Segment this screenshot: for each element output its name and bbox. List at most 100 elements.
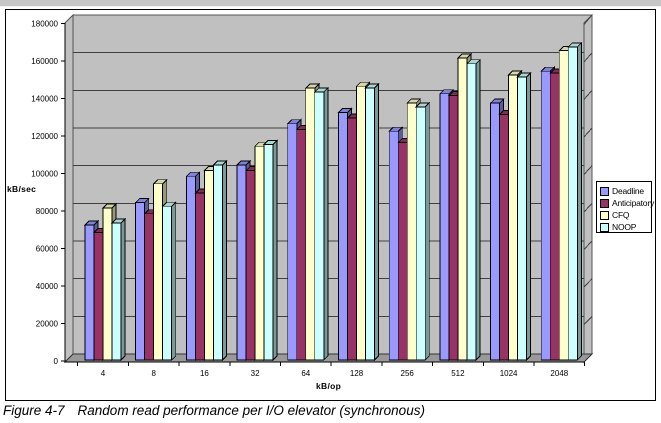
legend-label-deadline: Deadline — [612, 186, 644, 196]
bar-anticipatory-16 — [194, 192, 205, 361]
y-axis-title: kB/sec — [7, 184, 37, 194]
chart-legend: Deadline Anticipatory CFQ NOOP — [596, 181, 655, 233]
gridline-right-wall-stub — [583, 278, 593, 288]
gridline-right-wall-stub — [583, 14, 593, 25]
y-tick-label: 80000 — [36, 207, 59, 216]
bar-noop-64-side — [323, 86, 329, 362]
legend-swatch-noop — [600, 222, 609, 232]
bar-cfq-16 — [203, 170, 214, 361]
bar-anticipatory-64 — [296, 128, 307, 361]
gridline-right-wall-stub — [583, 315, 593, 325]
x-tick-label: 64 — [301, 369, 310, 378]
gridline-right-wall-stub — [583, 52, 593, 63]
y-tick-label: 0 — [54, 357, 59, 366]
bar-anticipatory-1024 — [499, 113, 510, 361]
bar-noop-16-side — [221, 159, 227, 362]
x-tick-label: 16 — [200, 369, 209, 378]
bar-cfq-512 — [457, 57, 468, 361]
bar-noop-512 — [466, 63, 477, 361]
bar-deadline-512 — [439, 93, 450, 361]
bar-deadline-128 — [338, 112, 348, 361]
y-tick-label: 100000 — [31, 170, 58, 179]
legend-item-noop: NOOP — [600, 221, 651, 233]
legend-item-anticipatory: Anticipatory — [600, 197, 655, 209]
bar-noop-128 — [365, 87, 375, 361]
x-tick-label: 8 — [151, 369, 156, 378]
x-tick-label: 1024 — [500, 369, 518, 378]
bar-anticipatory-128 — [347, 117, 357, 361]
gridline-right-wall-stub — [583, 165, 593, 175]
legend-swatch-deadline — [600, 186, 609, 196]
bar-noop-32-side — [272, 139, 278, 362]
y-tick-label: 160000 — [31, 57, 58, 66]
gridline-right-wall-stub — [583, 127, 593, 138]
page-top-strip — [0, 0, 661, 7]
y-tick-label: 120000 — [31, 132, 58, 141]
x-tick-label: 512 — [451, 369, 465, 378]
bar-cfq-64 — [305, 87, 316, 361]
bar-noop-128-side — [374, 83, 379, 362]
bar-cfq-128 — [356, 85, 366, 361]
bar-deadline-8 — [135, 202, 146, 361]
bar-cfq-4 — [102, 207, 113, 361]
bar-deadline-2048 — [540, 70, 551, 361]
legend-label-noop: NOOP — [612, 222, 637, 232]
x-tick-label: 256 — [401, 369, 415, 378]
figure-caption: Figure 4-7 Random read performance per I/… — [3, 403, 425, 418]
bar-noop-32 — [263, 143, 274, 361]
bar-noop-8 — [162, 205, 173, 361]
y-tick-label: 180000 — [31, 20, 58, 29]
bar-deadline-16 — [185, 175, 196, 361]
legend-item-cfq: CFQ — [600, 209, 651, 221]
x-tick-label: 2048 — [550, 369, 568, 378]
y-tick-label: 20000 — [36, 320, 59, 329]
bar-noop-2048 — [567, 46, 578, 361]
figure-caption-number: Figure 4-7 — [3, 403, 65, 418]
bar-anticipatory-2048 — [549, 72, 560, 361]
bar-noop-2048-side — [576, 41, 582, 362]
bar-anticipatory-4 — [93, 232, 104, 361]
gridline-right-wall-stub — [583, 90, 593, 100]
bar-deadline-256 — [388, 130, 399, 361]
x-tick-label: 4 — [101, 369, 106, 378]
bar-noop-256 — [415, 106, 426, 361]
bar-deadline-32 — [236, 164, 247, 361]
y-tick-label: 40000 — [36, 282, 59, 291]
plot-right-wall — [583, 13, 593, 364]
y-tick-label: 60000 — [36, 245, 59, 254]
bar-noop-1024 — [517, 76, 528, 361]
x-axis-title: kB/op — [316, 381, 342, 391]
y-tick-label: 140000 — [31, 95, 58, 104]
bar-noop-64 — [314, 91, 325, 361]
gridline-right-wall-stub — [583, 240, 593, 250]
bar-anticipatory-512 — [448, 95, 459, 361]
bar-cfq-1024 — [508, 74, 519, 361]
bar-deadline-4 — [84, 224, 95, 361]
legend-label-cfq: CFQ — [612, 210, 630, 220]
bar-cfq-256 — [406, 102, 417, 361]
figure-caption-text: Random read performance per I/O elevator… — [77, 403, 425, 418]
bar-noop-256-side — [424, 101, 430, 362]
bar-deadline-1024 — [490, 102, 501, 361]
bar-noop-8-side — [171, 201, 177, 362]
bar-noop-4-side — [120, 218, 126, 362]
x-tick-label: 128 — [350, 369, 364, 378]
legend-item-deadline: Deadline — [600, 185, 651, 197]
bar-noop-4 — [111, 222, 122, 361]
bar-noop-512-side — [475, 58, 481, 362]
bar-deadline-64 — [287, 123, 298, 361]
bar-anticipatory-32 — [245, 170, 256, 361]
bar-anticipatory-256 — [397, 142, 408, 361]
x-tick-label: 32 — [251, 369, 260, 378]
bar-cfq-32 — [254, 145, 265, 361]
legend-swatch-cfq — [600, 210, 609, 220]
bar-cfq-2048 — [558, 50, 569, 361]
bar-anticipatory-8 — [144, 213, 155, 361]
gridline-right-wall-stub — [583, 202, 593, 213]
bar-noop-16 — [212, 164, 223, 361]
bar-chart-canvas: 0 20000 40000 60000 80000 100000 120000 140000 1… — [31, 13, 594, 378]
plot-left-wall — [64, 13, 74, 364]
bar-cfq-8 — [153, 183, 164, 361]
legend-label-anticipatory: Anticipatory — [612, 198, 655, 208]
